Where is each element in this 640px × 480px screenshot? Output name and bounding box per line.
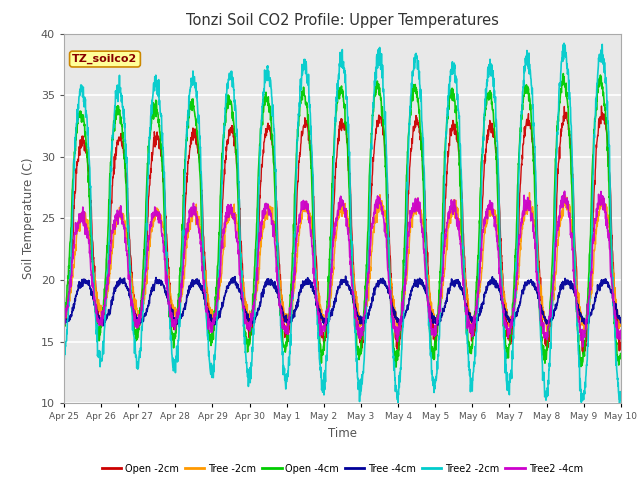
Title: Tonzi Soil CO2 Profile: Upper Temperatures: Tonzi Soil CO2 Profile: Upper Temperatur… — [186, 13, 499, 28]
X-axis label: Time: Time — [328, 427, 357, 440]
Legend: Open -2cm, Tree -2cm, Open -4cm, Tree -4cm, Tree2 -2cm, Tree2 -4cm: Open -2cm, Tree -2cm, Open -4cm, Tree -4… — [98, 460, 587, 478]
Text: TZ_soilco2: TZ_soilco2 — [72, 54, 138, 64]
Y-axis label: Soil Temperature (C): Soil Temperature (C) — [22, 157, 35, 279]
